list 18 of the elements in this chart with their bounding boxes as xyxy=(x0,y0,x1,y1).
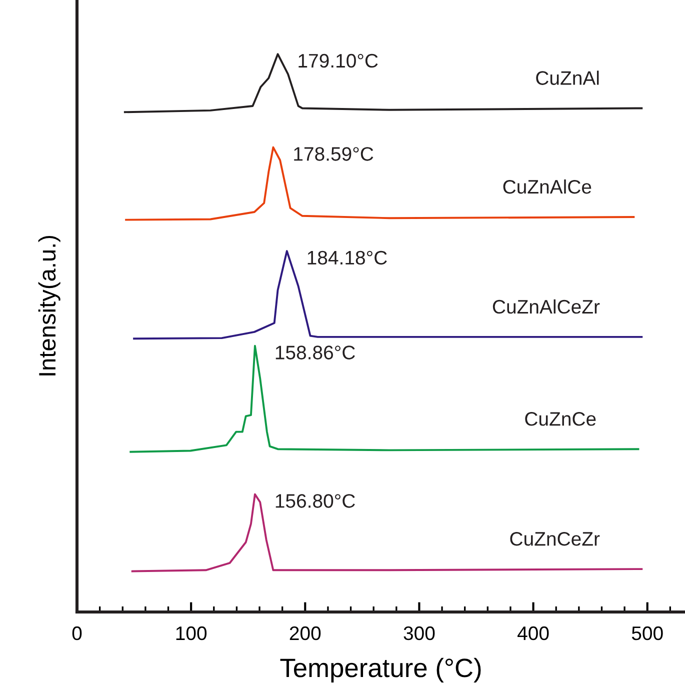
series-label: CuZnCe xyxy=(525,412,596,426)
x-tick-label: 200 xyxy=(290,626,321,640)
x-tick-label: 400 xyxy=(518,626,549,640)
x-tick-label: 500 xyxy=(632,626,663,640)
series-label: CuZnAl xyxy=(536,70,599,85)
y-axis-title: Intensity(a.u.) xyxy=(38,236,60,376)
annotation: 184.18°C xyxy=(308,250,387,265)
series-label: CuZnCeZr xyxy=(510,532,600,546)
x-tick-label: 300 xyxy=(404,626,435,640)
series-label: CuZnAlCeZr xyxy=(492,299,600,314)
annotation: 179.10°C xyxy=(298,54,378,68)
x-tick-label: 100 xyxy=(176,626,207,640)
annotation: 156.80°C xyxy=(276,494,355,508)
annotation: 178.59°C xyxy=(294,147,374,161)
x-tick-label: 0 xyxy=(72,626,82,640)
annotation: 158.86°C xyxy=(276,346,355,360)
series-label: CuZnAlCe xyxy=(503,179,592,194)
x-axis-title: Temperature (°C) xyxy=(280,658,481,683)
